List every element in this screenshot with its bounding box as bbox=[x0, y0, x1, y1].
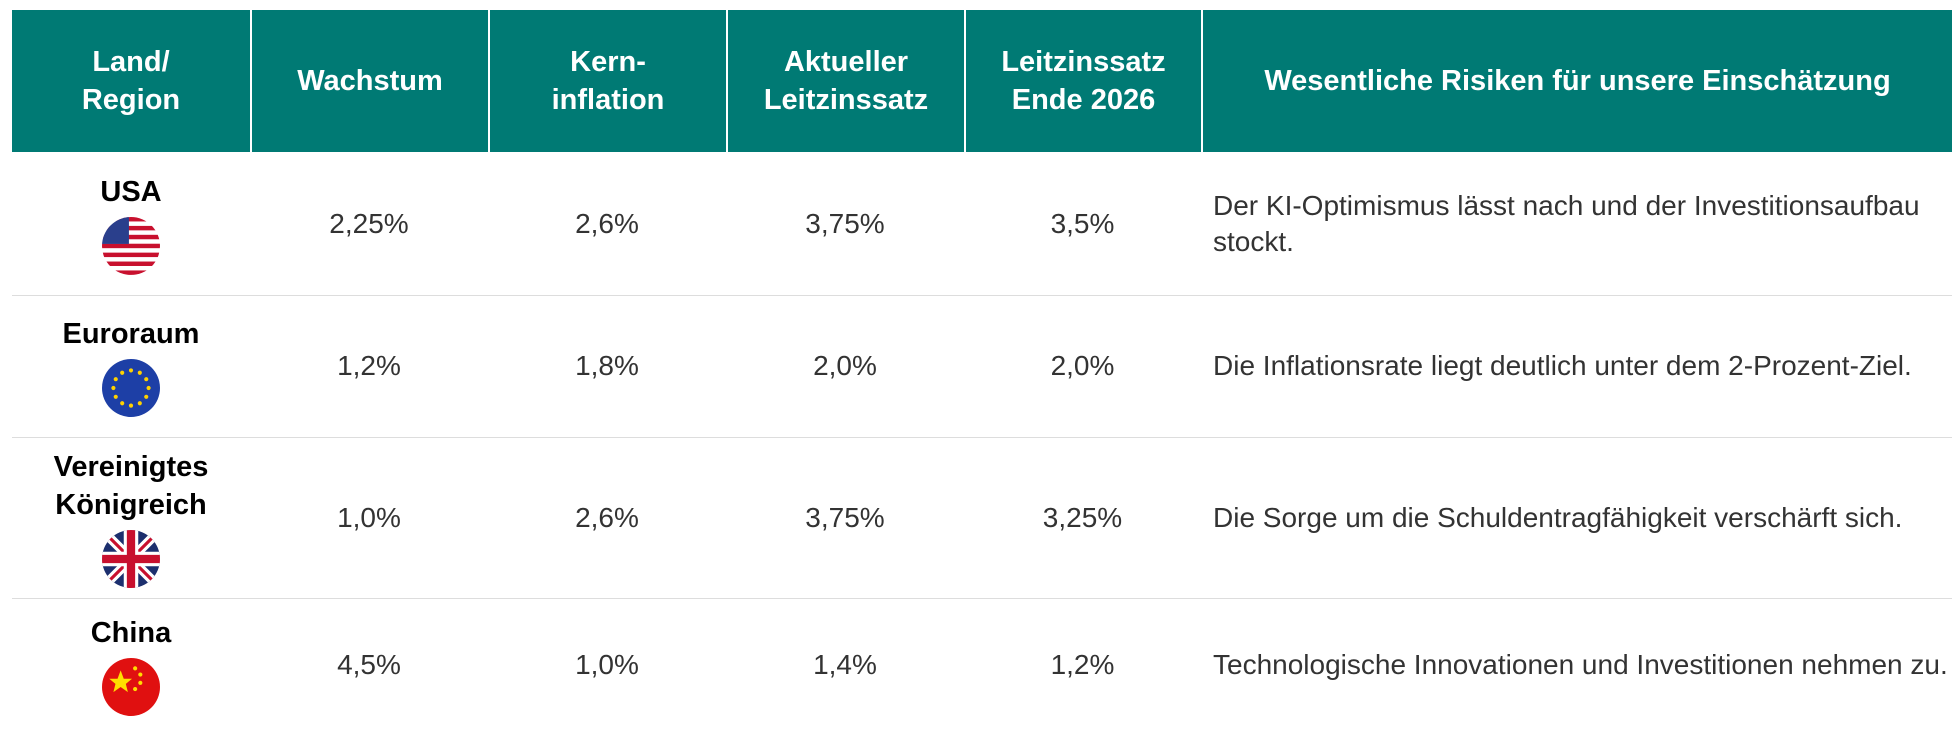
flag-icon bbox=[102, 529, 160, 588]
row-separator bbox=[12, 437, 1952, 438]
header-cell: Kern-inflation bbox=[488, 10, 726, 152]
cell-text: Die Inflationsrate liegt deutlich unter … bbox=[1213, 350, 1912, 381]
row-separator bbox=[12, 295, 1952, 296]
cell-text: 1,2% bbox=[337, 350, 401, 381]
cell-text: Der KI-Optimismus lässt nach und der Inv… bbox=[1213, 189, 1920, 257]
value-cell: 3,75% bbox=[726, 437, 964, 598]
cell-text: 1,0% bbox=[337, 501, 401, 533]
value-cell: 1,8% bbox=[488, 295, 726, 437]
header-cell: Land/Region bbox=[12, 10, 250, 152]
value-cell: 2,0% bbox=[964, 295, 1201, 437]
header-text: Wesentliche Risiken für unsere Einschätz… bbox=[1264, 65, 1891, 97]
country-cell: Vereinigtes Königreich bbox=[12, 437, 250, 598]
header-cell: Leitzinssatz Ende 2026 bbox=[964, 10, 1201, 152]
country-cell: Euroraum bbox=[12, 295, 250, 437]
header-text: inflation bbox=[551, 84, 665, 116]
country-cell: China bbox=[12, 598, 250, 732]
value-cell: 2,25% bbox=[250, 152, 488, 295]
value-cell: 1,0% bbox=[488, 598, 726, 732]
header-cell: Wachstum bbox=[250, 10, 488, 152]
value-cell: 1,2% bbox=[964, 598, 1201, 732]
header-text: Region bbox=[81, 84, 181, 116]
value-cell: 3,5% bbox=[964, 152, 1201, 295]
flag-icon bbox=[102, 658, 160, 716]
cell-text: Euroraum bbox=[62, 318, 200, 350]
cell-text: 1,8% bbox=[575, 350, 639, 381]
value-cell: 2,6% bbox=[488, 437, 726, 598]
value-cell: 2,6% bbox=[488, 152, 726, 295]
header-text: Land/ bbox=[92, 46, 170, 78]
cell-text: 3,75% bbox=[805, 207, 885, 239]
cell-text: 2,0% bbox=[1050, 350, 1115, 381]
risk-cell: Die Sorge um die Schuldentragfähigkeit v… bbox=[1201, 437, 1952, 598]
flag-icon bbox=[102, 359, 160, 417]
header-text: Leitzinssatz bbox=[1001, 46, 1166, 78]
header-cell: Aktueller Leitzinssatz bbox=[726, 10, 964, 152]
cell-text: USA bbox=[100, 175, 162, 208]
cell-text: 3,5% bbox=[1050, 207, 1115, 239]
cell-text: 3,75% bbox=[805, 501, 885, 533]
risk-cell: Technologische Innovationen und Investit… bbox=[1201, 598, 1952, 732]
value-cell: 1,0% bbox=[250, 437, 488, 598]
flag-icon bbox=[102, 216, 160, 275]
value-cell: 4,5% bbox=[250, 598, 488, 732]
risk-cell: Der KI-Optimismus lässt nach und der Inv… bbox=[1201, 152, 1952, 295]
cell-text: 3,25% bbox=[1042, 501, 1123, 533]
value-cell: 3,25% bbox=[964, 437, 1201, 598]
cell-text: 2,0% bbox=[813, 350, 877, 381]
header-text: Kern- bbox=[570, 46, 646, 78]
country-cell: USA bbox=[12, 152, 250, 295]
value-cell: 2,0% bbox=[726, 295, 964, 437]
cell-text: Technologische Innovationen und Investit… bbox=[1213, 649, 1948, 680]
header-text: Wachstum bbox=[297, 65, 443, 97]
cell-text: 1,2% bbox=[1050, 649, 1115, 680]
cell-text: China bbox=[90, 617, 172, 649]
header-text: Ende 2026 bbox=[1011, 84, 1156, 116]
header-text: Leitzinssatz bbox=[763, 84, 929, 116]
cell-text: 2,6% bbox=[575, 207, 639, 239]
value-cell: 1,4% bbox=[726, 598, 964, 732]
value-cell: 3,75% bbox=[726, 152, 964, 295]
cell-text: 1,4% bbox=[813, 649, 877, 680]
cell-text: 2,25% bbox=[329, 207, 409, 239]
cell-text: Vereinigtes Königreich bbox=[53, 450, 209, 521]
value-cell: 1,2% bbox=[250, 295, 488, 437]
cell-text: Die Sorge um die Schuldentragfähigkeit v… bbox=[1213, 501, 1903, 533]
cell-text: 4,5% bbox=[337, 649, 401, 680]
header-cell: Wesentliche Risiken für unsere Einschätz… bbox=[1201, 10, 1952, 152]
row-separator bbox=[12, 598, 1952, 599]
cell-text: 1,0% bbox=[575, 649, 639, 680]
cell-text: 2,6% bbox=[575, 501, 639, 533]
risk-cell: Die Inflationsrate liegt deutlich unter … bbox=[1201, 295, 1952, 437]
header-text: Aktueller bbox=[783, 46, 909, 78]
